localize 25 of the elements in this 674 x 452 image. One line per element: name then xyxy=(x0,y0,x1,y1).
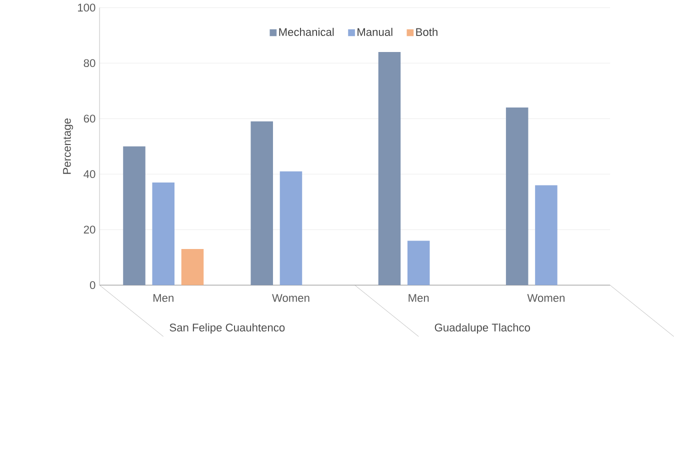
bar xyxy=(407,240,430,286)
legend-label: Both xyxy=(416,28,438,36)
x-tick-label: Men xyxy=(153,294,174,302)
x-tick-label: Women xyxy=(527,294,564,302)
bar xyxy=(280,172,302,286)
text: San Felipe Cuauhtenco xyxy=(170,324,285,334)
y-tick-label: 80 xyxy=(84,59,96,68)
y-tick-label: 20 xyxy=(84,226,96,234)
legend-label: Manual xyxy=(358,28,392,36)
bar xyxy=(152,182,174,286)
y-tick-label: 40 xyxy=(84,170,96,178)
bar xyxy=(123,146,146,286)
bar xyxy=(181,249,204,286)
x-tick-label: Men xyxy=(408,294,429,302)
bar xyxy=(535,185,558,286)
bar xyxy=(506,108,528,286)
bar xyxy=(378,52,401,286)
bar xyxy=(250,122,273,286)
x-tick-label: Women xyxy=(272,294,310,302)
y-tick-label: 60 xyxy=(84,114,96,123)
text: Guadalupe Tlachco xyxy=(434,324,530,334)
legend-label: Mechanical xyxy=(279,28,334,36)
y-tick-label: 100 xyxy=(78,4,96,12)
y-axis-title: Percentage xyxy=(63,118,74,174)
y-tick-label: 0 xyxy=(90,281,96,290)
